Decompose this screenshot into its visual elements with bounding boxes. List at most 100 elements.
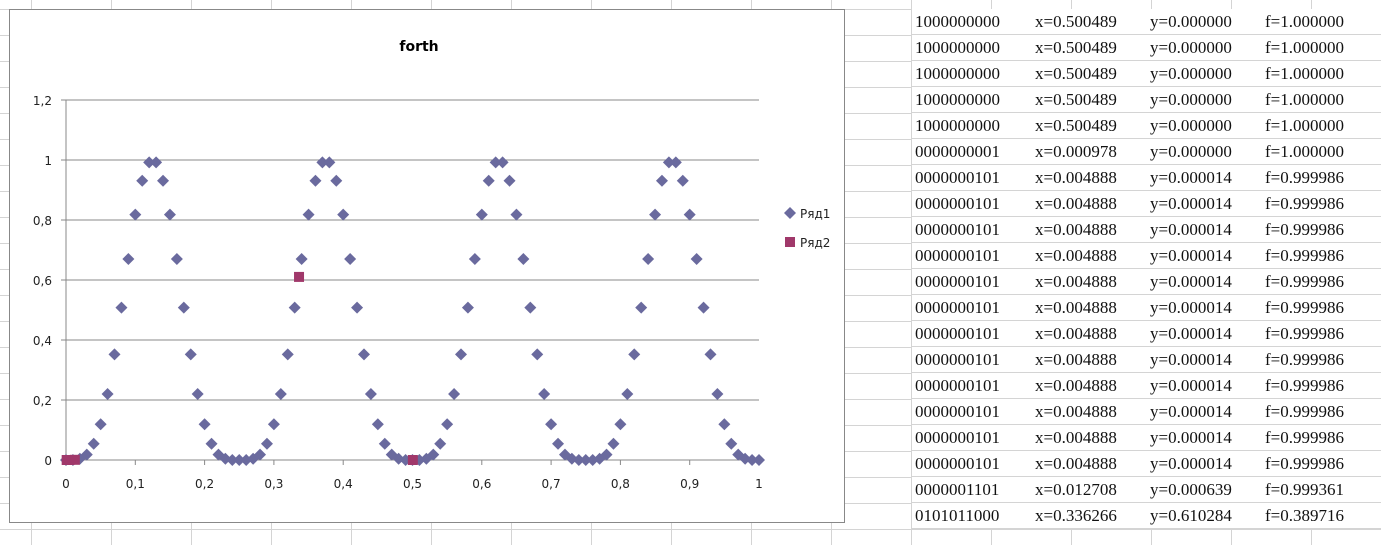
table-cell[interactable]: f=0.999986 <box>1265 350 1344 369</box>
table-cell[interactable]: f=0.999986 <box>1265 376 1344 395</box>
table-cell[interactable]: f=0.999986 <box>1265 428 1344 447</box>
x-tick-label: 0 <box>62 477 70 491</box>
table-cell[interactable]: 0000000101 <box>915 298 1000 317</box>
series1-point <box>357 348 370 361</box>
table-cell[interactable]: x=0.004888 <box>1035 272 1117 291</box>
table-cell[interactable]: f=0.999361 <box>1265 480 1344 499</box>
table-cell[interactable]: y=0.610284 <box>1150 506 1232 525</box>
table-cell[interactable]: 0000001101 <box>915 480 1000 499</box>
table-cell[interactable]: 1000000000 <box>915 12 1000 31</box>
table-cell[interactable]: x=0.004888 <box>1035 454 1117 473</box>
series2-point <box>294 271 305 282</box>
table-cell[interactable]: x=0.004888 <box>1035 194 1117 213</box>
table-cell[interactable]: y=0.000000 <box>1150 64 1232 83</box>
table-cell[interactable]: 0000000001 <box>915 142 1000 161</box>
series1-point <box>274 388 287 400</box>
table-cell[interactable]: x=0.004888 <box>1035 168 1117 187</box>
table-cell[interactable]: f=0.999986 <box>1265 220 1344 239</box>
table-cell[interactable]: f=1.000000 <box>1265 64 1344 83</box>
table-cell[interactable]: 0000000101 <box>915 168 1000 187</box>
table-cell[interactable]: 0000000101 <box>915 324 1000 343</box>
series1-point <box>267 418 280 431</box>
table-cell[interactable]: y=0.000014 <box>1150 272 1232 291</box>
table-cell[interactable]: y=0.000000 <box>1150 38 1232 57</box>
table-cell[interactable]: f=0.999986 <box>1265 454 1344 473</box>
table-cell[interactable]: y=0.000014 <box>1150 246 1232 265</box>
table-cell[interactable]: y=0.000014 <box>1150 376 1232 395</box>
table-cell[interactable]: x=0.004888 <box>1035 350 1117 369</box>
table-cell[interactable]: 1000000000 <box>915 64 1000 83</box>
table-cell[interactable]: y=0.000000 <box>1150 12 1232 31</box>
table-cell[interactable]: 0000000101 <box>915 454 1000 473</box>
table-cell[interactable]: 0000000101 <box>915 402 1000 421</box>
series1-point <box>316 156 329 169</box>
table-cell[interactable]: x=0.004888 <box>1035 298 1117 317</box>
table-row: 0000000101 x=0.004888 y=0.000014 f=0.999986 <box>911 243 1381 269</box>
table-row: 0000000001 x=0.000978 y=0.000000 f=1.000000 <box>911 139 1381 165</box>
table-cell[interactable]: x=0.012708 <box>1035 480 1117 499</box>
table-cell[interactable]: 1000000000 <box>915 116 1000 135</box>
table-row: 1000000000 x=0.500489 y=0.000000 f=1.000000 <box>911 61 1381 87</box>
table-cell[interactable]: x=0.500489 <box>1035 64 1117 83</box>
table-cell[interactable]: 0000000101 <box>915 428 1000 447</box>
table-cell[interactable]: y=0.000014 <box>1150 168 1232 187</box>
table-cell[interactable]: f=0.999986 <box>1265 272 1344 291</box>
table-cell[interactable]: x=0.004888 <box>1035 402 1117 421</box>
table-cell[interactable]: y=0.000000 <box>1150 116 1232 135</box>
table-cell[interactable]: y=0.000014 <box>1150 402 1232 421</box>
table-cell[interactable]: 1000000000 <box>915 38 1000 57</box>
table-cell[interactable]: y=0.000639 <box>1150 480 1232 499</box>
table-cell[interactable]: f=1.000000 <box>1265 12 1344 31</box>
table-cell[interactable]: y=0.000014 <box>1150 220 1232 239</box>
table-cell[interactable]: x=0.336266 <box>1035 506 1117 525</box>
table-cell[interactable]: f=1.000000 <box>1265 142 1344 161</box>
table-cell[interactable]: 0000000101 <box>915 376 1000 395</box>
table-cell[interactable]: 0000000101 <box>915 350 1000 369</box>
table-cell[interactable]: y=0.000014 <box>1150 350 1232 369</box>
table-cell[interactable]: 0000000101 <box>915 272 1000 291</box>
series1-point <box>538 388 551 400</box>
table-row: 0000000101 x=0.004888 y=0.000014 f=0.999986 <box>911 373 1381 399</box>
series1-point <box>198 418 211 431</box>
table-cell[interactable]: x=0.004888 <box>1035 324 1117 343</box>
table-cell[interactable]: y=0.000000 <box>1150 142 1232 161</box>
table-cell[interactable]: y=0.000014 <box>1150 324 1232 343</box>
table-cell[interactable]: f=0.999986 <box>1265 324 1344 343</box>
table-cell[interactable]: y=0.000014 <box>1150 428 1232 447</box>
table-cell[interactable]: 0000000101 <box>915 194 1000 213</box>
table-cell[interactable]: f=0.999986 <box>1265 402 1344 421</box>
table-cell[interactable]: x=0.500489 <box>1035 116 1117 135</box>
x-tick-label: 0,4 <box>334 477 353 491</box>
table-row: 0000000101 x=0.004888 y=0.000014 f=0.999986 <box>911 269 1381 295</box>
table-cell[interactable]: 1000000000 <box>915 90 1000 109</box>
table-cell[interactable]: y=0.000014 <box>1150 298 1232 317</box>
table-cell[interactable]: f=1.000000 <box>1265 116 1344 135</box>
table-cell[interactable]: x=0.004888 <box>1035 376 1117 395</box>
table-cell[interactable]: 0000000101 <box>915 246 1000 265</box>
table-cell[interactable]: x=0.004888 <box>1035 246 1117 265</box>
series1-point <box>427 448 440 461</box>
table-cell[interactable]: f=1.000000 <box>1265 90 1344 109</box>
table-cell[interactable]: x=0.500489 <box>1035 38 1117 57</box>
table-cell[interactable]: f=0.999986 <box>1265 168 1344 187</box>
table-cell[interactable]: f=0.389716 <box>1265 506 1344 525</box>
table-cell[interactable]: y=0.000014 <box>1150 454 1232 473</box>
legend-diamond-icon <box>784 207 796 219</box>
chart[interactable]: forth 0 0,2 0,4 0,6 0,8 1 1,2 0 0,1 0,2 0,3 0,4 0,5 0… <box>9 9 845 523</box>
table-cell[interactable]: x=0.500489 <box>1035 90 1117 109</box>
table-cell[interactable]: f=0.999986 <box>1265 246 1344 265</box>
table-cell[interactable]: x=0.500489 <box>1035 12 1117 31</box>
series1-point <box>690 253 703 265</box>
table-cell[interactable]: y=0.000000 <box>1150 90 1232 109</box>
table-cell[interactable]: f=0.999986 <box>1265 298 1344 317</box>
table-cell[interactable]: x=0.004888 <box>1035 220 1117 239</box>
table-cell[interactable]: 0000000101 <box>915 220 1000 239</box>
table-cell[interactable]: 0101011000 <box>915 506 1000 525</box>
table-cell[interactable]: x=0.004888 <box>1035 428 1117 447</box>
series1-point <box>302 208 315 221</box>
table-cell[interactable]: x=0.000978 <box>1035 142 1117 161</box>
table-cell[interactable]: f=0.999986 <box>1265 194 1344 213</box>
table-cell[interactable]: f=1.000000 <box>1265 38 1344 57</box>
table-cell[interactable]: y=0.000014 <box>1150 194 1232 213</box>
series1-point <box>80 448 93 461</box>
